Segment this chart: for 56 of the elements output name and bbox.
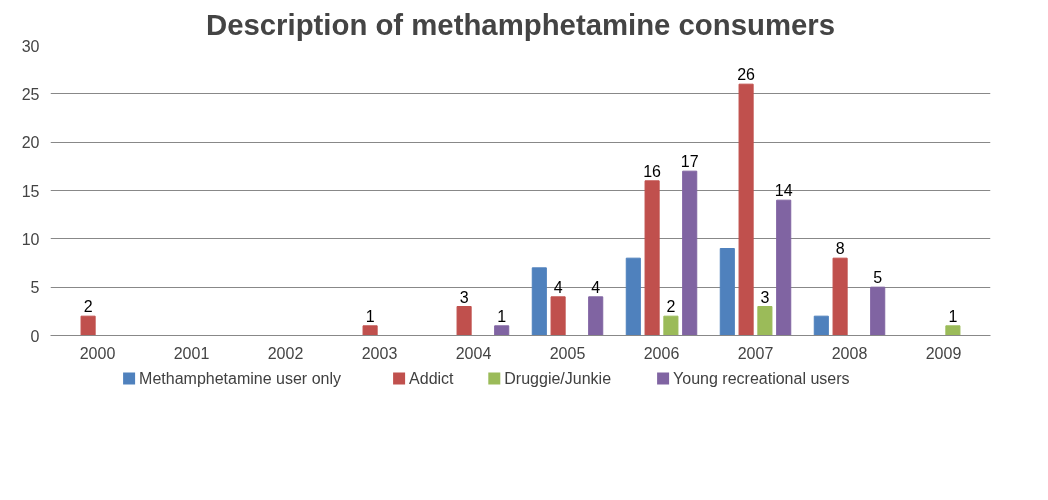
y-tick-label: 25 (21, 85, 40, 103)
y-tick-label: 10 (21, 230, 40, 248)
x-tick-label: 2008 (831, 344, 868, 362)
data-label: 4 (553, 278, 563, 296)
data-label: 26 (737, 66, 756, 84)
legend-label: Methamphetamine user only (139, 370, 341, 387)
data-label: 2 (666, 298, 676, 316)
x-tick-label: 2005 (549, 344, 586, 362)
y-tick-label: 5 (30, 279, 40, 297)
legend-label: Young recreational users (673, 370, 850, 387)
data-label: 3 (760, 288, 770, 306)
x-tick-label: 2003 (361, 344, 398, 362)
y-tick-label: 30 (21, 37, 40, 55)
bar (682, 170, 698, 336)
bar (531, 267, 547, 336)
bar (870, 286, 886, 336)
bar (362, 325, 378, 336)
x-tick-label: 2000 (79, 344, 116, 362)
data-label: 1 (365, 307, 375, 325)
bar (813, 315, 829, 336)
data-label: 14 (774, 182, 793, 200)
bar (945, 325, 961, 336)
y-tick-label: 0 (30, 327, 40, 345)
data-label: 17 (680, 153, 699, 171)
bar (738, 83, 754, 336)
x-tick-label: 2006 (643, 344, 680, 362)
data-label: 1 (948, 307, 958, 325)
bar (80, 315, 96, 336)
bar (644, 180, 660, 336)
bar (719, 248, 735, 336)
bar (494, 325, 510, 336)
legend-label: Addict (409, 370, 455, 387)
x-tick-label: 2002 (267, 344, 304, 362)
y-tick-label: 20 (21, 134, 40, 152)
y-tick-label: 15 (21, 182, 40, 200)
bar (456, 306, 472, 336)
legend-label: Druggie/Junkie (504, 370, 612, 387)
x-tick-label: 2009 (925, 344, 962, 362)
data-label: 4 (591, 278, 601, 296)
bar (663, 315, 679, 336)
bar (832, 257, 848, 336)
data-label: 5 (873, 269, 883, 287)
bar (776, 199, 792, 336)
bar (757, 306, 773, 336)
bar (588, 296, 604, 336)
x-tick-label: 2001 (173, 344, 210, 362)
bar (625, 257, 641, 336)
data-label: 16 (643, 162, 662, 180)
data-label: 2 (83, 298, 93, 316)
x-tick-label: 2004 (455, 344, 492, 362)
data-label: 3 (459, 288, 469, 306)
x-tick-label: 2007 (737, 344, 774, 362)
data-label: 1 (497, 307, 507, 325)
data-label: 8 (835, 240, 845, 258)
bar (550, 296, 566, 336)
chart-title: Description of methamphetamine consumers (205, 7, 836, 41)
